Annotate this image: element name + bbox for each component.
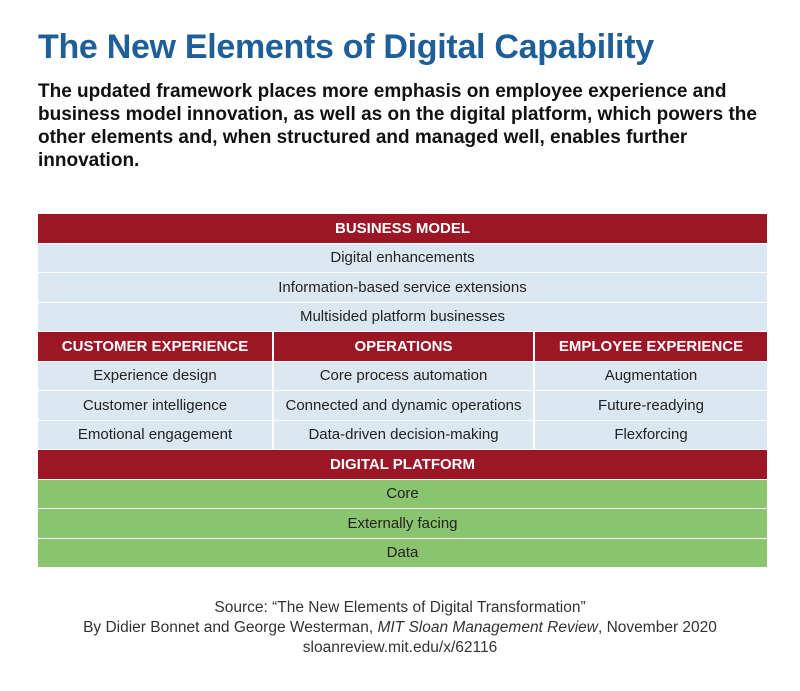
operations-header: OPERATIONS [272, 332, 533, 361]
author-text: By Didier Bonnet and George Westerman, [83, 619, 378, 636]
customer-experience-item: Emotional engagement [38, 420, 272, 449]
business-model-item: Information-based service extensions [38, 273, 767, 302]
digital-platform-item: Data [38, 538, 767, 567]
digital-platform-header: DIGITAL PLATFORM [38, 450, 767, 479]
business-model-row: Digital enhancements [38, 242, 767, 272]
operations-item: Core process automation [272, 361, 533, 390]
employee-experience-header: EMPLOYEE EXPERIENCE [533, 332, 767, 361]
business-model-row: Multisided platform businesses [38, 301, 767, 331]
employee-experience-item: Flexforcing [533, 420, 767, 449]
source-citation: Source: “The New Elements of Digital Tra… [0, 598, 800, 658]
business-model-item: Digital enhancements [38, 243, 767, 272]
customer-experience-item: Experience design [38, 361, 272, 390]
source-line: Source: “The New Elements of Digital Tra… [214, 599, 586, 616]
business-model-header: BUSINESS MODEL [38, 214, 767, 243]
digital-platform-header-row: DIGITAL PLATFORM [38, 449, 767, 479]
pillar-row: Emotional engagement Data-driven decisio… [38, 419, 767, 449]
page-subtitle: The updated framework places more emphas… [38, 81, 757, 171]
page-title: The New Elements of Digital Capability [38, 28, 654, 66]
author-line: By Didier Bonnet and George Westerman, M… [0, 618, 800, 638]
operations-item: Data-driven decision-making [272, 420, 533, 449]
customer-experience-item: Customer intelligence [38, 391, 272, 420]
capability-framework: BUSINESS MODEL Digital enhancements Info… [38, 214, 767, 567]
digital-platform-row: Data [38, 537, 767, 567]
pillar-header-row: CUSTOMER EXPERIENCE OPERATIONS EMPLOYEE … [38, 331, 767, 361]
business-model-row: Information-based service extensions [38, 272, 767, 302]
employee-experience-item: Augmentation [533, 361, 767, 390]
digital-platform-row: Core [38, 478, 767, 508]
journal-name: MIT Sloan Management Review [377, 619, 598, 636]
business-model-header-row: BUSINESS MODEL [38, 214, 767, 243]
pillar-row: Customer intelligence Connected and dyna… [38, 390, 767, 420]
pillar-row: Experience design Core process automatio… [38, 360, 767, 390]
source-url: sloanreview.mit.edu/x/62116 [302, 639, 498, 656]
operations-item: Connected and dynamic operations [272, 391, 533, 420]
digital-platform-item: Core [38, 479, 767, 508]
date-text: , November 2020 [598, 619, 717, 636]
digital-platform-item: Externally facing [38, 509, 767, 538]
business-model-item: Multisided platform businesses [38, 302, 767, 331]
employee-experience-item: Future-readying [533, 391, 767, 420]
customer-experience-header: CUSTOMER EXPERIENCE [38, 332, 272, 361]
digital-platform-row: Externally facing [38, 508, 767, 538]
